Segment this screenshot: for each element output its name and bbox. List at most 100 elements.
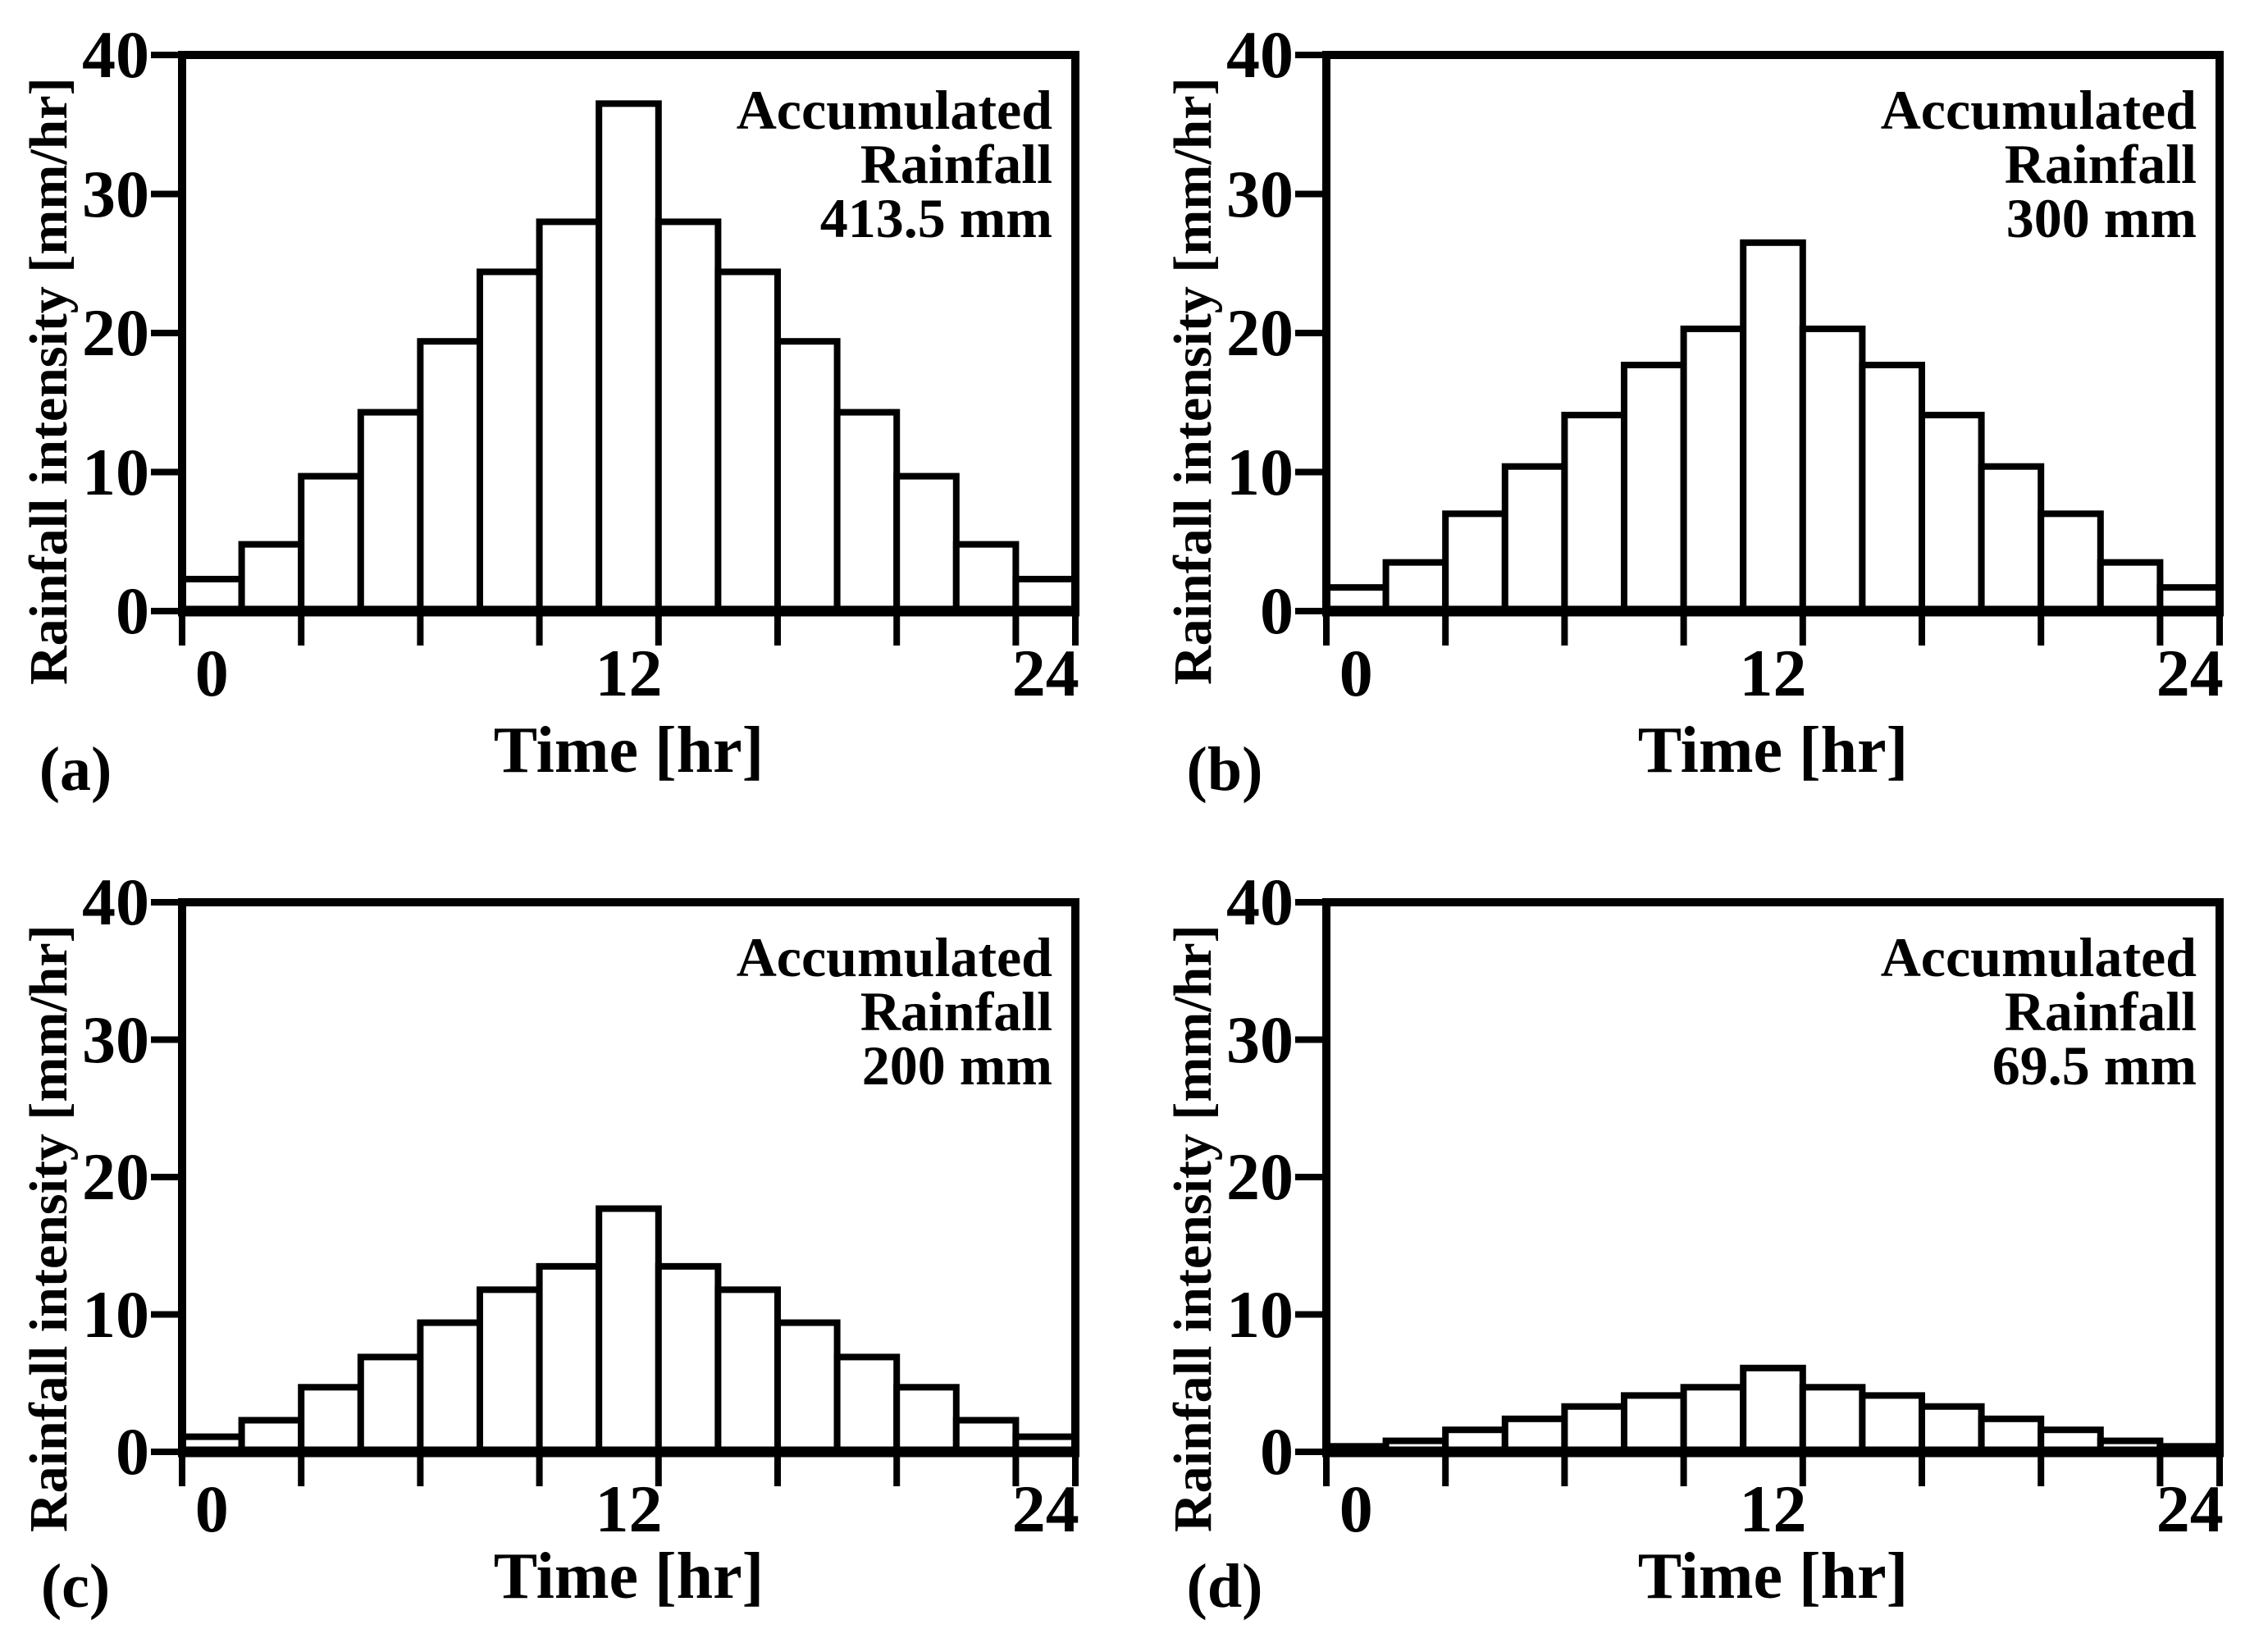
annotation-line: 69.5 mm <box>1992 1034 2197 1097</box>
annotation-line: Accumulated <box>736 79 1052 141</box>
bar <box>1680 1384 1747 1456</box>
bar <box>774 338 841 614</box>
bar <box>655 1262 722 1456</box>
bar <box>833 408 901 615</box>
y-tick-label: 0 <box>1260 1414 1294 1489</box>
panel-c-annotation: Accumulated Rainfall 200 mm <box>736 926 1052 1097</box>
y-tick-label: 20 <box>1226 295 1294 370</box>
bar <box>1561 1403 1627 1455</box>
bar <box>1561 412 1627 614</box>
bar <box>1680 325 1747 614</box>
y-tick-label: 40 <box>1226 865 1294 939</box>
y-tick-label: 20 <box>82 295 149 370</box>
bar <box>536 218 603 614</box>
bar <box>1799 325 1866 614</box>
y-tick-label: 40 <box>82 17 149 92</box>
bar <box>774 1319 841 1455</box>
x-tick-label: 0 <box>1339 1472 1373 1546</box>
bar <box>1919 412 1985 614</box>
annotation-line: Rainfall <box>860 133 1052 195</box>
bar <box>357 408 424 615</box>
panel-b-x-axis-title: Time [hr] <box>1637 714 1909 787</box>
panel-a-bar-chart <box>151 51 1079 646</box>
annotation-line: Rainfall <box>860 980 1052 1043</box>
bar <box>596 1205 662 1455</box>
panel-d-annotation: Accumulated Rainfall 69.5 mm <box>1880 926 2197 1097</box>
y-tick-label: 10 <box>82 1276 149 1352</box>
annotation-line: Rainfall <box>2004 133 2197 195</box>
panel-letter-a: (a) <box>39 735 112 804</box>
bar <box>2097 559 2164 614</box>
y-tick-label: 0 <box>1260 573 1294 648</box>
panel-b-annotation: Accumulated Rainfall 300 mm <box>1880 79 2197 249</box>
bar <box>1442 510 1508 614</box>
y-tick-label: 10 <box>1226 1276 1294 1352</box>
bar <box>1799 1384 1866 1456</box>
bar <box>1859 361 1926 614</box>
panel-d-x-axis-title: Time [hr] <box>1637 1540 1909 1613</box>
bar <box>536 1262 603 1456</box>
bar <box>417 338 483 614</box>
x-tick-label: 12 <box>1739 636 1807 710</box>
y-tick-label: 30 <box>82 1002 149 1077</box>
annotation-line: Accumulated <box>1880 926 2197 988</box>
annotation-line: 300 mm <box>2006 187 2197 249</box>
bar <box>1621 1392 1687 1456</box>
x-tick-label: 0 <box>194 1472 229 1546</box>
x-tick-label: 12 <box>595 636 663 710</box>
panel-b-bar-chart <box>1295 51 2224 646</box>
y-tick-label: 40 <box>82 865 149 939</box>
y-tick-label: 10 <box>82 434 149 509</box>
x-tick-label: 12 <box>595 1472 663 1546</box>
panel-a-x-axis-title: Time [hr] <box>493 714 764 787</box>
panel-c: Rainfall intensity [mm/hr] 0 10 20 30 40… <box>19 869 1079 1609</box>
panel-d-bar-chart <box>1295 898 2224 1486</box>
x-tick-label: 12 <box>1739 1472 1807 1546</box>
panel-d: Rainfall intensity [mm/hr] 0 10 20 30 40… <box>1163 869 2224 1609</box>
bar <box>893 1384 960 1456</box>
x-tick-label: 24 <box>2156 636 2224 710</box>
bar <box>1501 463 1568 614</box>
bar <box>238 541 305 615</box>
bar <box>357 1353 424 1455</box>
x-tick-label: 0 <box>1339 636 1373 710</box>
bar <box>477 268 543 614</box>
bar <box>1382 559 1449 614</box>
bar <box>833 1353 901 1455</box>
bar <box>477 1286 543 1455</box>
panel-c-x-axis-title: Time [hr] <box>493 1540 764 1613</box>
panel-b: Rainfall intensity [mm/hr] 0 10 20 30 40… <box>1163 21 2224 783</box>
bar <box>952 541 1020 615</box>
x-tick-label: 24 <box>1011 1472 1079 1546</box>
annotation-line: Accumulated <box>1880 79 2197 141</box>
annotation-line: 200 mm <box>861 1034 1052 1097</box>
y-tick-label: 20 <box>1226 1139 1294 1214</box>
bar <box>1740 239 1806 614</box>
bar <box>1978 463 2045 614</box>
bar <box>298 1384 364 1456</box>
bar <box>417 1319 483 1455</box>
y-tick-label: 30 <box>82 156 149 231</box>
bar <box>655 218 722 614</box>
x-tick-label: 0 <box>194 636 229 710</box>
bar <box>298 472 364 615</box>
y-tick-label: 30 <box>1226 1002 1294 1077</box>
panel-letter-c: (c) <box>40 1552 111 1621</box>
y-tick-label: 10 <box>1226 434 1294 509</box>
x-tick-label: 24 <box>2156 1472 2224 1546</box>
annotation-line: Accumulated <box>736 926 1052 988</box>
y-tick-label: 20 <box>82 1139 149 1214</box>
y-tick-label: 0 <box>116 1414 149 1489</box>
bar <box>714 268 782 614</box>
bar <box>1919 1403 1985 1455</box>
y-tick-label: 0 <box>116 573 149 648</box>
bar <box>1859 1392 1926 1456</box>
panel-letter-d: (d) <box>1186 1552 1263 1621</box>
annotation-line: 413.5 mm <box>819 187 1052 249</box>
bar <box>714 1286 782 1455</box>
y-tick-label: 30 <box>1226 156 1294 231</box>
panel-a: Rainfall intensity [mm/hr] 0 10 20 30 40… <box>19 21 1079 783</box>
bar <box>1740 1364 1806 1456</box>
y-tick-label: 40 <box>1226 17 1294 92</box>
